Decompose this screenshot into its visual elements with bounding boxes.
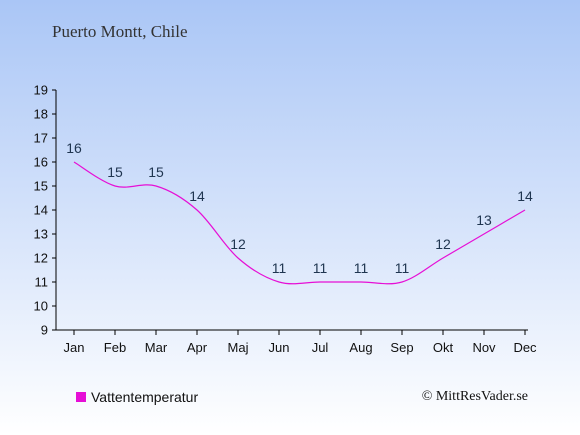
data-label: 14 [517, 188, 533, 204]
x-tick-label: Feb [104, 340, 126, 355]
data-labels: 16 15 15 14 12 11 11 11 11 12 13 14 [66, 140, 533, 276]
data-label: 16 [66, 140, 82, 156]
series-layer [73, 161, 526, 285]
x-tick-label: Sep [390, 340, 413, 355]
data-label: 11 [395, 260, 410, 276]
legend-label: Vattentemperatur [91, 389, 199, 405]
x-tick-label: Jan [64, 340, 85, 355]
data-label: 11 [272, 260, 287, 276]
y-tick-label: 14 [34, 203, 48, 218]
y-tick-label: 19 [34, 83, 48, 98]
x-tick-label: Maj [228, 340, 249, 355]
x-tick-label: Jun [269, 340, 290, 355]
data-label: 11 [313, 260, 328, 276]
x-tick-label: Dec [513, 340, 537, 355]
data-label: 12 [230, 236, 246, 252]
legend: Vattentemperatur [76, 389, 198, 405]
y-tick-label: 11 [35, 275, 49, 290]
data-label: 12 [435, 236, 451, 252]
y-tick-label: 9 [41, 323, 48, 338]
x-tick-label: Aug [349, 340, 372, 355]
data-label: 11 [354, 260, 369, 276]
copyright-notice: © MittResVader.se [421, 389, 528, 404]
x-tick-label: Apr [187, 340, 208, 355]
y-tick-label: 12 [34, 251, 48, 266]
y-tick-label: 17 [34, 131, 48, 146]
data-label: 15 [107, 164, 123, 180]
x-tick-label: Nov [472, 340, 496, 355]
data-label: 14 [189, 188, 205, 204]
legend-swatch-icon [76, 392, 86, 402]
y-tick-label: 18 [34, 107, 48, 122]
data-label: 13 [476, 212, 492, 228]
y-tick-label: 13 [34, 227, 48, 242]
x-tick-label: Jul [312, 340, 329, 355]
axes: 9 10 11 12 13 14 15 16 17 18 19 Jan Feb Mar Apr Maj Jun J… [34, 83, 538, 356]
data-label: 15 [148, 164, 164, 180]
x-tick-label: Mar [145, 340, 168, 355]
x-tick-label: Okt [433, 340, 454, 355]
series-line [73, 161, 526, 285]
y-tick-label: 10 [34, 299, 48, 314]
y-tick-label: 15 [34, 179, 48, 194]
y-tick-label: 16 [34, 155, 48, 170]
chart-title: Puerto Montt, Chile [52, 22, 188, 41]
